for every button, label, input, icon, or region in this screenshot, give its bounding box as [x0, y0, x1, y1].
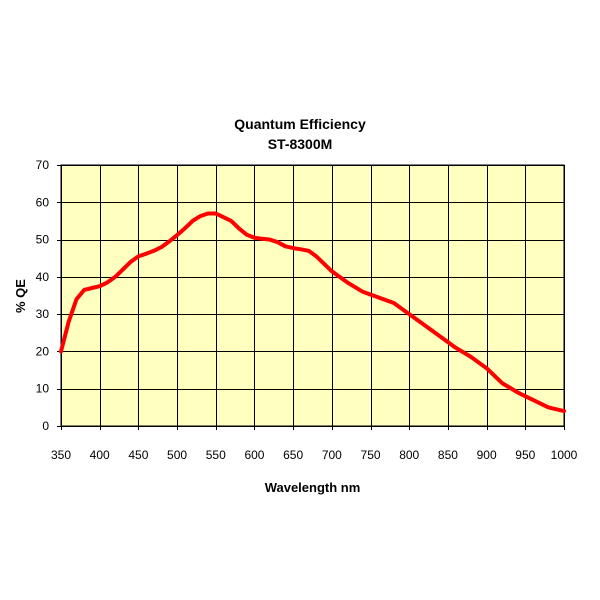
x-tick-label: 900: [477, 448, 497, 462]
qe-series-line: [59, 211, 566, 414]
chart-title: Quantum Efficiency: [234, 116, 366, 132]
y-tick-label: 10: [36, 382, 50, 396]
tick-labels: 350 400 450 500 550 600 650 700 750 800 850 900 950 1…: [36, 158, 578, 462]
series-layer: [59, 211, 566, 414]
y-tick-label: 50: [36, 233, 50, 247]
x-tick-label: 800: [399, 448, 419, 462]
y-axis-label: % QE: [13, 279, 28, 313]
plot-area: [60, 164, 565, 427]
y-tick-label: 70: [36, 158, 50, 172]
x-tick-label: 400: [90, 448, 110, 462]
x-tick-label: 1000: [551, 448, 578, 462]
x-tick-label: 700: [322, 448, 342, 462]
y-tick-label: 30: [36, 307, 50, 321]
x-tick-label: 950: [515, 448, 535, 462]
x-axis-label: Wavelength nm: [265, 480, 361, 495]
x-tick-label: 550: [206, 448, 226, 462]
x-tick-label: 850: [438, 448, 458, 462]
y-tick-label: 20: [36, 344, 50, 358]
y-tick-label: 60: [36, 195, 50, 209]
x-tick-label: 500: [167, 448, 187, 462]
y-tick-label: 40: [36, 270, 50, 284]
x-tick-label: 600: [244, 448, 264, 462]
y-tick-label: 0: [42, 419, 49, 433]
chart-subtitle: ST-8300M: [267, 136, 333, 152]
x-tick-label: 350: [51, 448, 71, 462]
x-tick-label: 450: [128, 448, 148, 462]
grid: [57, 165, 565, 430]
x-tick-label: 650: [283, 448, 303, 462]
x-tick-label: 750: [361, 448, 381, 462]
